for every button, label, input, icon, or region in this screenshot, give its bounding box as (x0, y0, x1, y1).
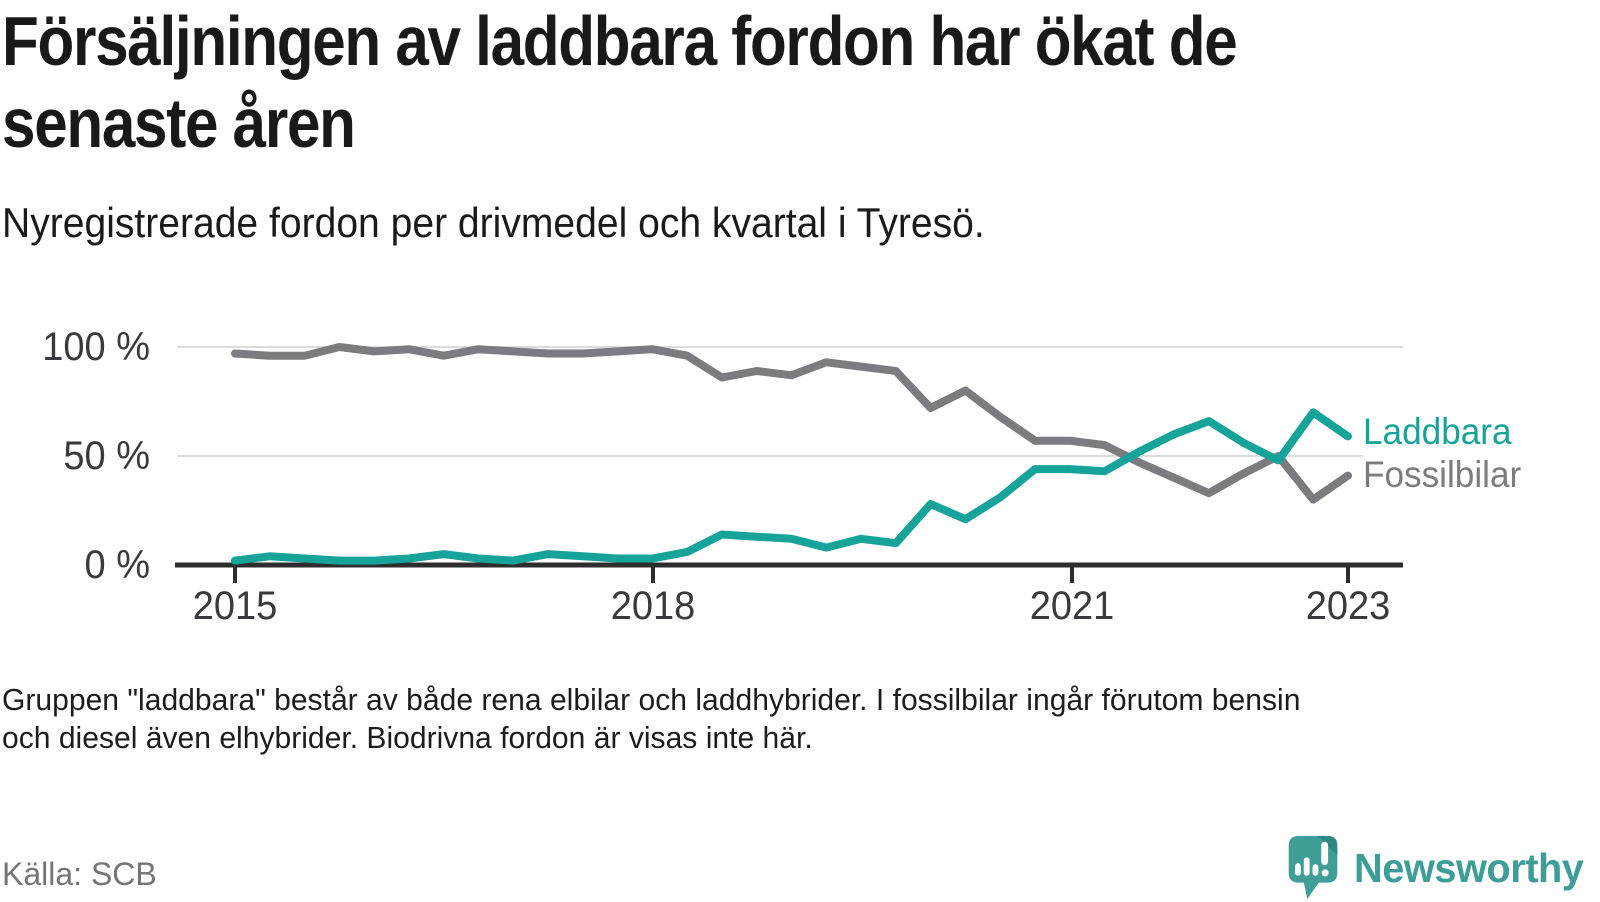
laddbara-line (231, 408, 1352, 565)
y-tick-label-0: 0 % (84, 543, 150, 587)
x-tick-label-2015: 2015 (192, 584, 278, 628)
source-label: Källa: SCB (2, 856, 157, 892)
footnote: Gruppen "laddbara" består av både rena e… (2, 682, 1301, 755)
newsworthy-logo-icon (1288, 835, 1338, 900)
line-chart-plot (175, 343, 1403, 583)
x-tick-label-2023: 2023 (1305, 584, 1391, 628)
legend-label-laddbara: Laddbara (1363, 410, 1516, 454)
y-tick-label-100: 100 % (42, 325, 150, 369)
fossilbilar-line (231, 343, 1352, 504)
chart-subtitle: Nyregistrerade fordon per drivmedel och … (2, 199, 985, 246)
newsworthy-logo: Newsworthy (1286, 834, 1591, 902)
y-tick-label-50: 50 % (63, 434, 150, 478)
x-tick-label-2021: 2021 (1029, 584, 1115, 628)
chart-title: Försäljningen av laddbara fordon har öka… (2, 2, 1238, 162)
newsworthy-logo-text: Newsworthy (1354, 844, 1584, 891)
x-tick-label-2018: 2018 (610, 584, 696, 628)
legend-label-fossilbilar: Fossilbilar (1363, 453, 1526, 497)
